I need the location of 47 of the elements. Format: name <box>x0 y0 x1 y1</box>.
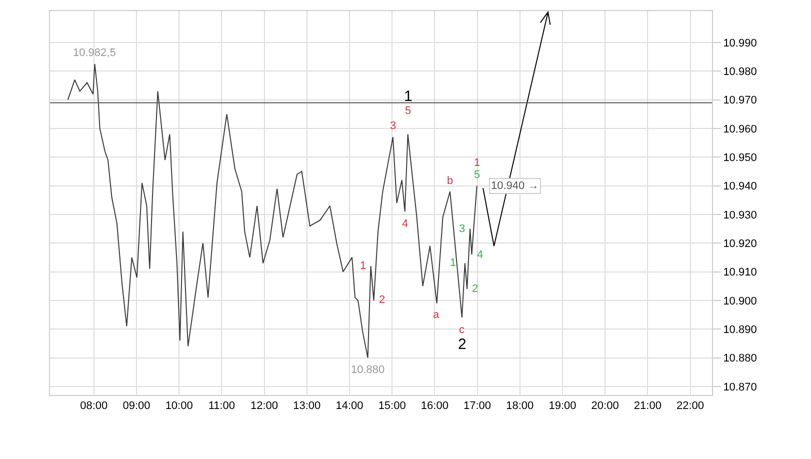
y-tick-label: 10.920 <box>723 238 757 250</box>
annotation: 5 <box>405 105 412 117</box>
x-tick-label: 12:00 <box>250 400 278 412</box>
annotation: 1 <box>360 260 366 272</box>
annotation: 1 <box>450 257 456 269</box>
x-tick-label: 14:00 <box>336 400 364 412</box>
annotation: c <box>459 324 465 336</box>
y-tick-label: 10.930 <box>723 209 757 222</box>
annotation: 10.880 <box>351 364 385 376</box>
x-tick-label: 16:00 <box>420 400 448 412</box>
y-tick-label: 10.910 <box>723 266 757 279</box>
annotation: 10.940 → <box>491 180 539 192</box>
y-tick-label: 10.980 <box>723 66 757 78</box>
x-tick-label: 08:00 <box>80 400 108 412</box>
annotation: 1 <box>474 157 480 169</box>
annotation: 1 <box>404 88 412 105</box>
x-tick-label: 17:00 <box>464 400 492 412</box>
x-tick-label: 21:00 <box>634 400 662 412</box>
x-tick-label: 19:00 <box>548 400 576 412</box>
y-tick-label: 10.970 <box>723 94 757 107</box>
y-tick-label: 10.990 <box>723 37 757 50</box>
x-tick-label: 15:00 <box>378 400 406 412</box>
y-tick-label: 10.880 <box>723 352 757 365</box>
annotation: 2 <box>458 336 466 353</box>
annotation: 5 <box>474 169 480 181</box>
x-tick-label: 22:00 <box>676 400 704 412</box>
annotation: 4 <box>477 249 484 261</box>
y-tick-label: 10.900 <box>723 295 757 308</box>
annotation: a <box>433 309 440 321</box>
annotation: b <box>447 175 454 187</box>
x-tick-label: 09:00 <box>122 400 150 412</box>
annotation: 2 <box>379 294 386 306</box>
x-tick-label: 18:00 <box>506 400 534 412</box>
x-tick-label: 20:00 <box>591 400 619 412</box>
y-tick-label: 10.890 <box>723 324 757 336</box>
annotation: 10.982,5 <box>73 47 116 59</box>
x-tick-label: 11:00 <box>208 400 236 412</box>
y-tick-label: 10.950 <box>723 152 757 164</box>
annotation: 3 <box>459 223 466 235</box>
y-tick-label: 10.940 <box>723 180 757 193</box>
annotation: 3 <box>390 120 396 132</box>
y-tick-label: 10.960 <box>723 123 757 136</box>
y-tick-label: 10.870 <box>723 381 757 394</box>
annotation: 2 <box>472 283 478 295</box>
x-tick-label: 13:00 <box>293 400 321 412</box>
annotation: 4 <box>402 218 408 230</box>
x-tick-label: 10:00 <box>165 400 193 412</box>
